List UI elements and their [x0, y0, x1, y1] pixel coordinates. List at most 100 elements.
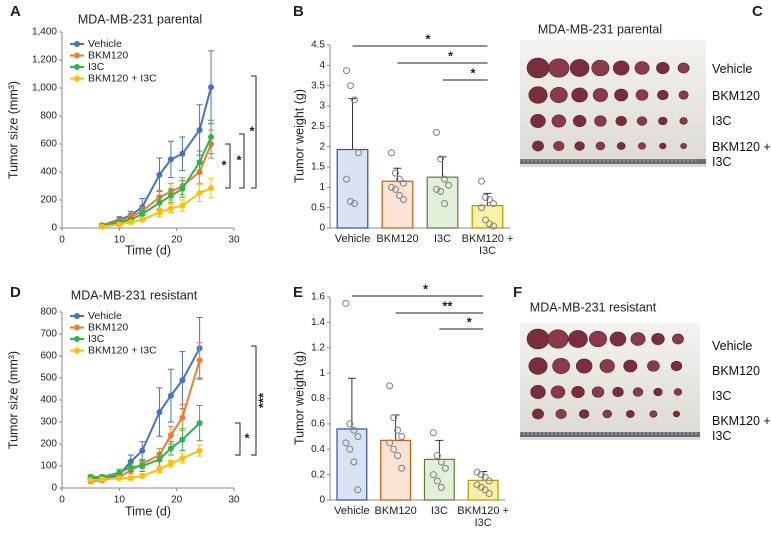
data-point — [342, 299, 350, 307]
x-tick-label: I3C — [433, 233, 452, 245]
tumor — [574, 141, 585, 151]
x-tick-label: BKM120 + I3C — [457, 505, 509, 529]
row-label: BKM120 — [712, 89, 760, 103]
tumor — [635, 89, 649, 101]
tumor — [591, 386, 605, 398]
y-tick-label: 200 — [40, 439, 57, 450]
x-tick-label: 10 — [114, 495, 126, 506]
data-point — [350, 426, 358, 434]
x-tick-label: BKM120 — [374, 505, 417, 517]
data-point — [350, 96, 359, 104]
legend-marker — [74, 41, 80, 47]
tumor — [589, 330, 607, 348]
y-tick-label: 3 — [319, 101, 325, 112]
y-axis-label: Tumor size (mm³) — [6, 81, 20, 179]
data-point — [481, 193, 490, 202]
y-tick-label: 400 — [40, 167, 57, 178]
data-point — [485, 220, 494, 228]
tumor — [609, 331, 627, 347]
data-point — [87, 477, 94, 484]
tumor — [630, 332, 646, 346]
bar — [381, 180, 414, 229]
y-tick-label: 1,200 — [32, 55, 57, 66]
data-point — [346, 198, 355, 206]
significance-label: *** — [255, 392, 270, 408]
data-point — [477, 204, 486, 212]
data-point — [390, 413, 398, 422]
tumor — [595, 141, 606, 151]
x-tick-label: 20 — [171, 495, 183, 506]
tumor — [677, 62, 690, 74]
y-tick-label: 100 — [40, 461, 57, 472]
tumor — [679, 117, 688, 125]
tumor — [602, 409, 612, 419]
legend-label: I3C — [88, 61, 105, 73]
data-point — [441, 464, 449, 472]
significance-bracket — [235, 422, 241, 456]
data-point — [354, 149, 363, 157]
data-point — [156, 466, 163, 473]
data-point — [489, 222, 498, 230]
data-point — [354, 433, 362, 441]
data-point — [342, 175, 351, 183]
data-point — [398, 433, 406, 441]
significance-label: * — [236, 152, 242, 167]
significance-label: ** — [442, 298, 453, 313]
tumor — [612, 60, 630, 76]
tumor — [615, 115, 627, 127]
panel-letter: D — [10, 284, 21, 301]
tumor — [638, 142, 646, 150]
tumor — [658, 116, 668, 126]
legend-marker — [74, 347, 80, 354]
data-point — [167, 432, 174, 439]
data-point — [179, 455, 186, 462]
tumor — [678, 90, 689, 100]
legend-label: Vehicle — [88, 38, 122, 50]
tumor — [552, 357, 570, 375]
y-tick-label: 800 — [40, 111, 57, 122]
tumor — [673, 388, 683, 396]
row-label: BKM120 + I3C — [712, 414, 771, 443]
tumor — [526, 57, 550, 79]
x-tick-label: 30 — [228, 235, 240, 246]
tumor — [653, 387, 663, 397]
significance-label: * — [448, 48, 454, 63]
significance-label: * — [467, 314, 473, 329]
data-point — [167, 192, 174, 199]
x-axis-label: Time (d) — [125, 243, 171, 257]
data-point — [440, 200, 449, 208]
legend-marker — [74, 64, 80, 70]
tumor — [616, 142, 626, 150]
data-point — [156, 409, 163, 416]
data-point — [156, 171, 163, 178]
tumor — [547, 329, 569, 349]
tumor — [526, 328, 550, 350]
data-point — [437, 483, 445, 491]
tumor — [530, 114, 546, 128]
legend-label: Vehicle — [88, 310, 122, 322]
y-tick-label: 0.4 — [311, 444, 325, 455]
y-tick-label: 0 — [319, 223, 325, 234]
data-point — [156, 209, 163, 216]
data-point — [342, 439, 350, 447]
y-tick-label: 800 — [40, 307, 57, 318]
y-tick-label: 1 — [319, 368, 325, 379]
data-point — [390, 445, 398, 453]
data-point — [167, 205, 174, 212]
y-tick-label: 500 — [40, 373, 57, 384]
x-tick-label: Vehicle — [334, 233, 371, 245]
data-point — [387, 183, 396, 191]
tumor — [530, 385, 546, 399]
data-point — [386, 382, 394, 390]
data-point — [179, 150, 186, 157]
tumor — [670, 360, 683, 372]
tumor — [532, 140, 544, 152]
row-label: Vehicle — [712, 62, 753, 76]
data-point — [99, 223, 106, 230]
bar — [423, 458, 455, 501]
data-point — [433, 452, 441, 460]
legend-label: I3C — [88, 333, 105, 345]
tumor — [625, 410, 635, 418]
y-tick-label: 300 — [40, 417, 57, 428]
data-point — [179, 202, 186, 209]
